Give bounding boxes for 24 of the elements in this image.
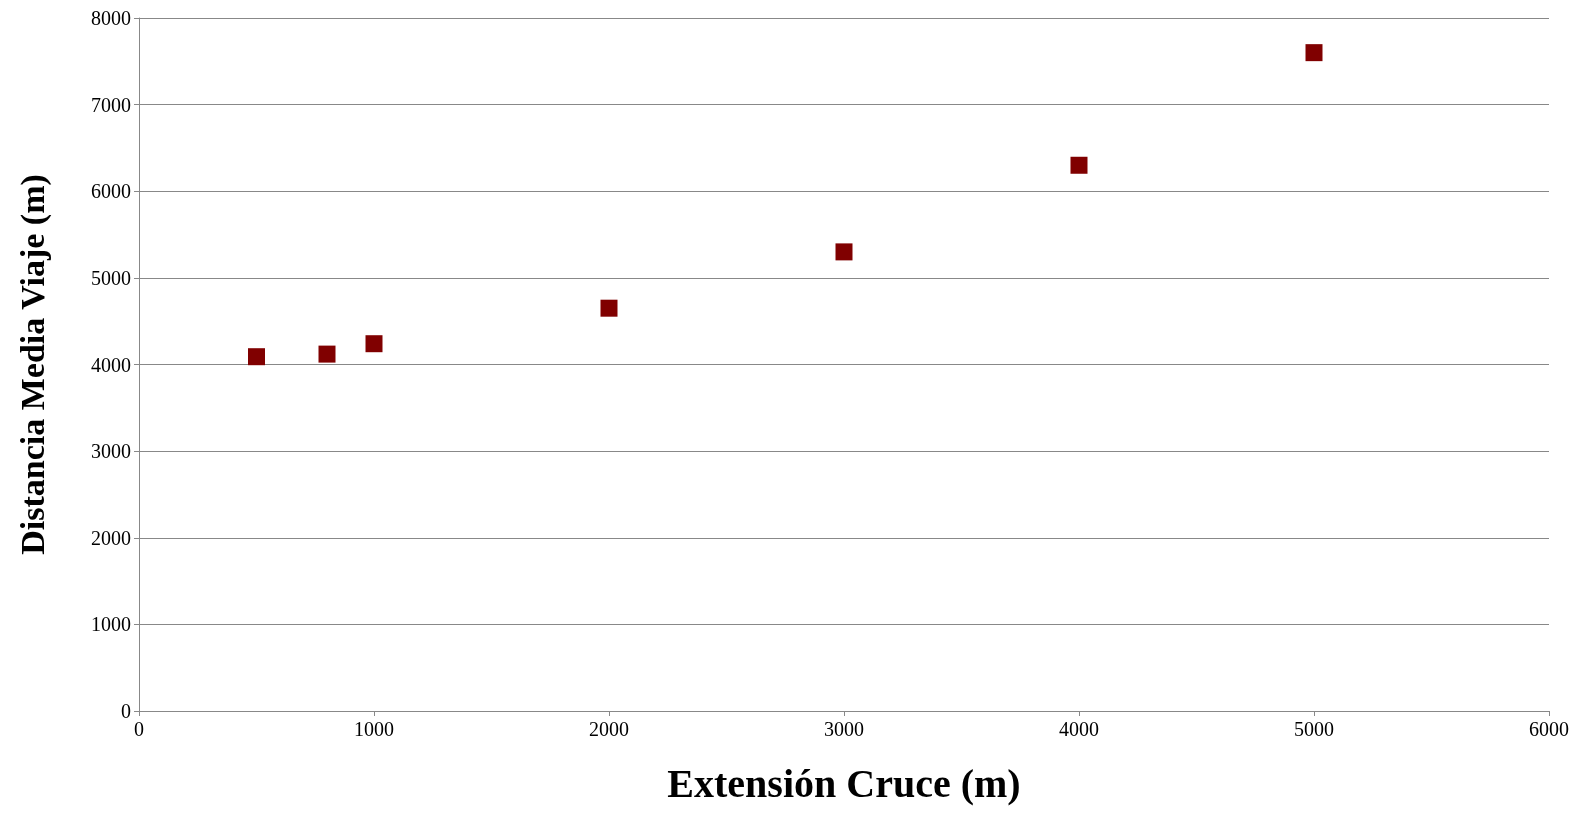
point <box>318 345 336 363</box>
y-tick-label: 0 <box>121 700 131 722</box>
x-axis-title: Extensión Cruce (m) <box>667 760 1021 806</box>
x-tick-label: 3000 <box>824 718 864 740</box>
point <box>600 299 618 317</box>
point <box>248 348 265 366</box>
x-tick-label: 4000 <box>1059 718 1099 740</box>
point <box>1305 44 1323 62</box>
y-tick-label: 8000 <box>91 7 131 29</box>
y-tick-label: 6000 <box>91 180 131 203</box>
point <box>1070 156 1088 174</box>
y-tick-label: 2000 <box>91 526 131 549</box>
point <box>365 335 383 353</box>
x-tick-label: 5000 <box>1294 718 1334 740</box>
x-tick-label: 2000 <box>589 718 629 740</box>
point <box>835 243 853 261</box>
y-tick-label: 4000 <box>91 353 131 376</box>
y-axis-title: Distancia Media Viaje (m) <box>13 174 52 555</box>
y-tick-label: 5000 <box>91 266 131 289</box>
y-tick-label: 1000 <box>91 613 131 636</box>
x-tick-label: 6000 <box>1529 718 1569 740</box>
y-tick-label: 7000 <box>91 93 131 116</box>
x-tick-label: 1000 <box>354 718 394 740</box>
y-tick-label: 3000 <box>91 440 131 463</box>
